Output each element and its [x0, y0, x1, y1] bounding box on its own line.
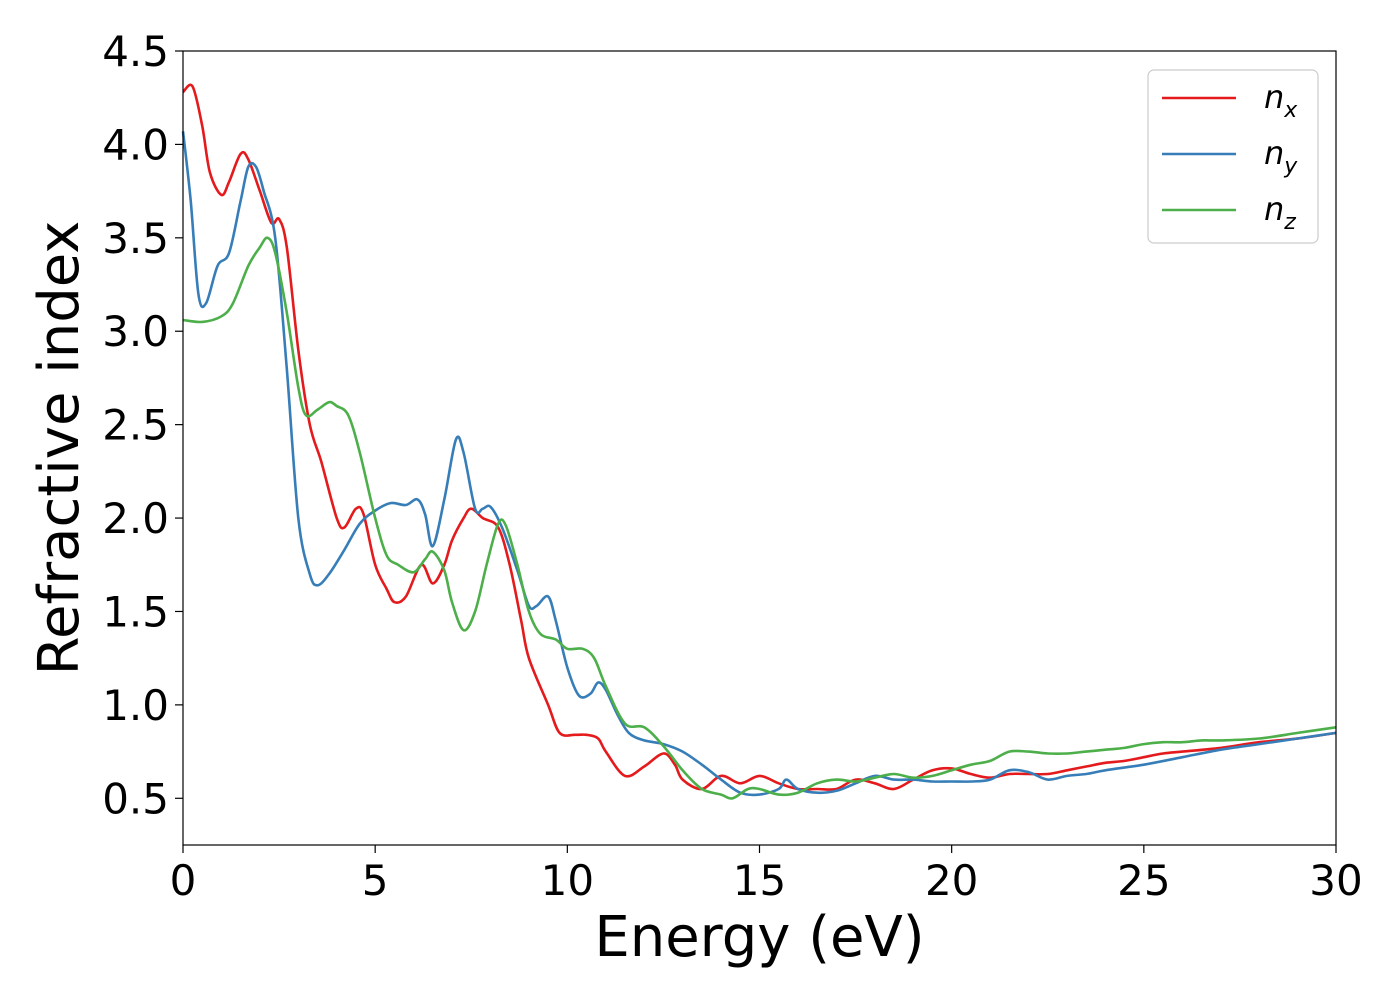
legend-label-subscript: x [1283, 98, 1298, 123]
legend-label-nz: nz [1264, 190, 1296, 235]
x-tick-label: 10 [541, 856, 594, 905]
legend-label-base: n [1264, 134, 1284, 172]
y-tick-label: 4.5 [102, 27, 169, 76]
legend-label-base: n [1264, 78, 1284, 116]
x-tick-label: 30 [1309, 856, 1362, 905]
legend-label-ny: ny [1264, 134, 1298, 179]
y-axis-title: Refractive index [27, 221, 92, 676]
legend-label-nx: nx [1264, 78, 1298, 123]
y-tick-label: 2.0 [102, 494, 169, 543]
x-tick-label: 0 [170, 856, 197, 905]
y-tick-label: 0.5 [102, 774, 169, 823]
legend-label-subscript: z [1283, 210, 1296, 235]
x-tick-label: 5 [362, 856, 389, 905]
x-tick-label: 15 [733, 856, 786, 905]
y-tick-label: 3.0 [102, 307, 169, 356]
series-line-ny [181, 131, 1337, 797]
x-axis-ticks: 0 5 10 15 20 25 30 [170, 845, 1363, 905]
x-axis-title: Energy (eV) [594, 905, 924, 970]
legend-box [1147, 69, 1319, 244]
y-tick-label: 2.5 [102, 401, 169, 450]
y-tick-label: 4.0 [102, 120, 169, 169]
series-line-nx [182, 83, 1337, 791]
legend-label-subscript: y [1283, 154, 1298, 179]
y-tick-label: 3.5 [102, 214, 169, 263]
series-layer [181, 83, 1337, 800]
x-tick-label: 25 [1117, 856, 1170, 905]
y-tick-label: 1.5 [102, 587, 169, 636]
y-tick-label: 1.0 [102, 681, 169, 730]
series-line-nz [182, 236, 1337, 800]
y-axis-ticks: 0.5 1.0 1.5 2.0 2.5 3.0 3.5 4.0 4.5 [102, 27, 183, 823]
x-tick-label: 20 [925, 856, 978, 905]
legend-label-base: n [1264, 190, 1284, 228]
